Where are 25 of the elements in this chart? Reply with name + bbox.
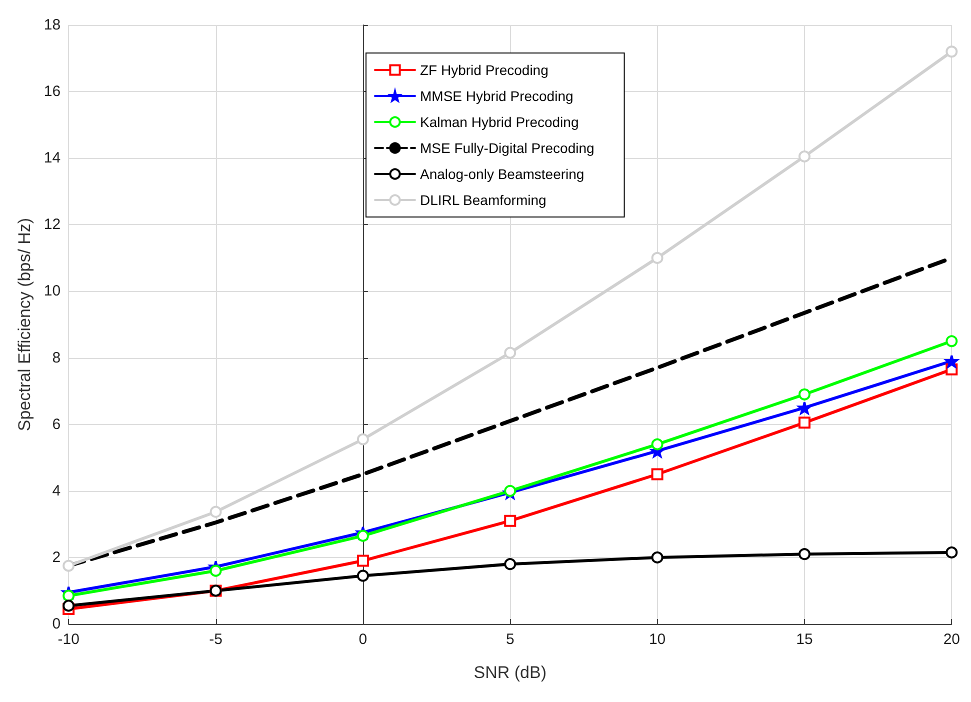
legend-label: MMSE Hybrid Precoding bbox=[420, 88, 574, 104]
y-tick-label: 12 bbox=[44, 216, 61, 234]
y-axis-title: Spectral Efficiency (bps/ Hz) bbox=[15, 218, 34, 432]
x-tick-label: 5 bbox=[506, 631, 514, 648]
legend-label: ZF Hybrid Precoding bbox=[420, 62, 548, 78]
y-tick-label: 16 bbox=[44, 83, 61, 100]
legend-label: MSE Fully-Digital Precoding bbox=[420, 140, 594, 156]
legend-label: DLIRL Beamforming bbox=[420, 192, 546, 208]
y-tick-label: 4 bbox=[52, 482, 61, 500]
y-tick-label: 8 bbox=[52, 349, 61, 366]
x-tick-label: 0 bbox=[358, 631, 368, 648]
y-tick-label: 6 bbox=[52, 416, 61, 433]
x-tick-label: 15 bbox=[796, 631, 813, 648]
y-tick-label: 14 bbox=[44, 150, 61, 167]
y-tick-label: 10 bbox=[44, 282, 61, 300]
x-tick-label: 10 bbox=[648, 631, 666, 648]
x-tick-label: -10 bbox=[58, 631, 80, 648]
x-axis-title: SNR (dB) bbox=[474, 663, 546, 682]
y-tick-label: 2 bbox=[52, 548, 61, 566]
y-tick-label: 18 bbox=[44, 16, 61, 34]
legend-label: Kalman Hybrid Precoding bbox=[420, 114, 579, 130]
legend-label: Analog-only Beamsteering bbox=[420, 166, 584, 182]
x-tick-label: 20 bbox=[943, 631, 960, 648]
x-tick-label: -5 bbox=[209, 631, 222, 648]
y-tick-label: 0 bbox=[52, 616, 61, 632]
